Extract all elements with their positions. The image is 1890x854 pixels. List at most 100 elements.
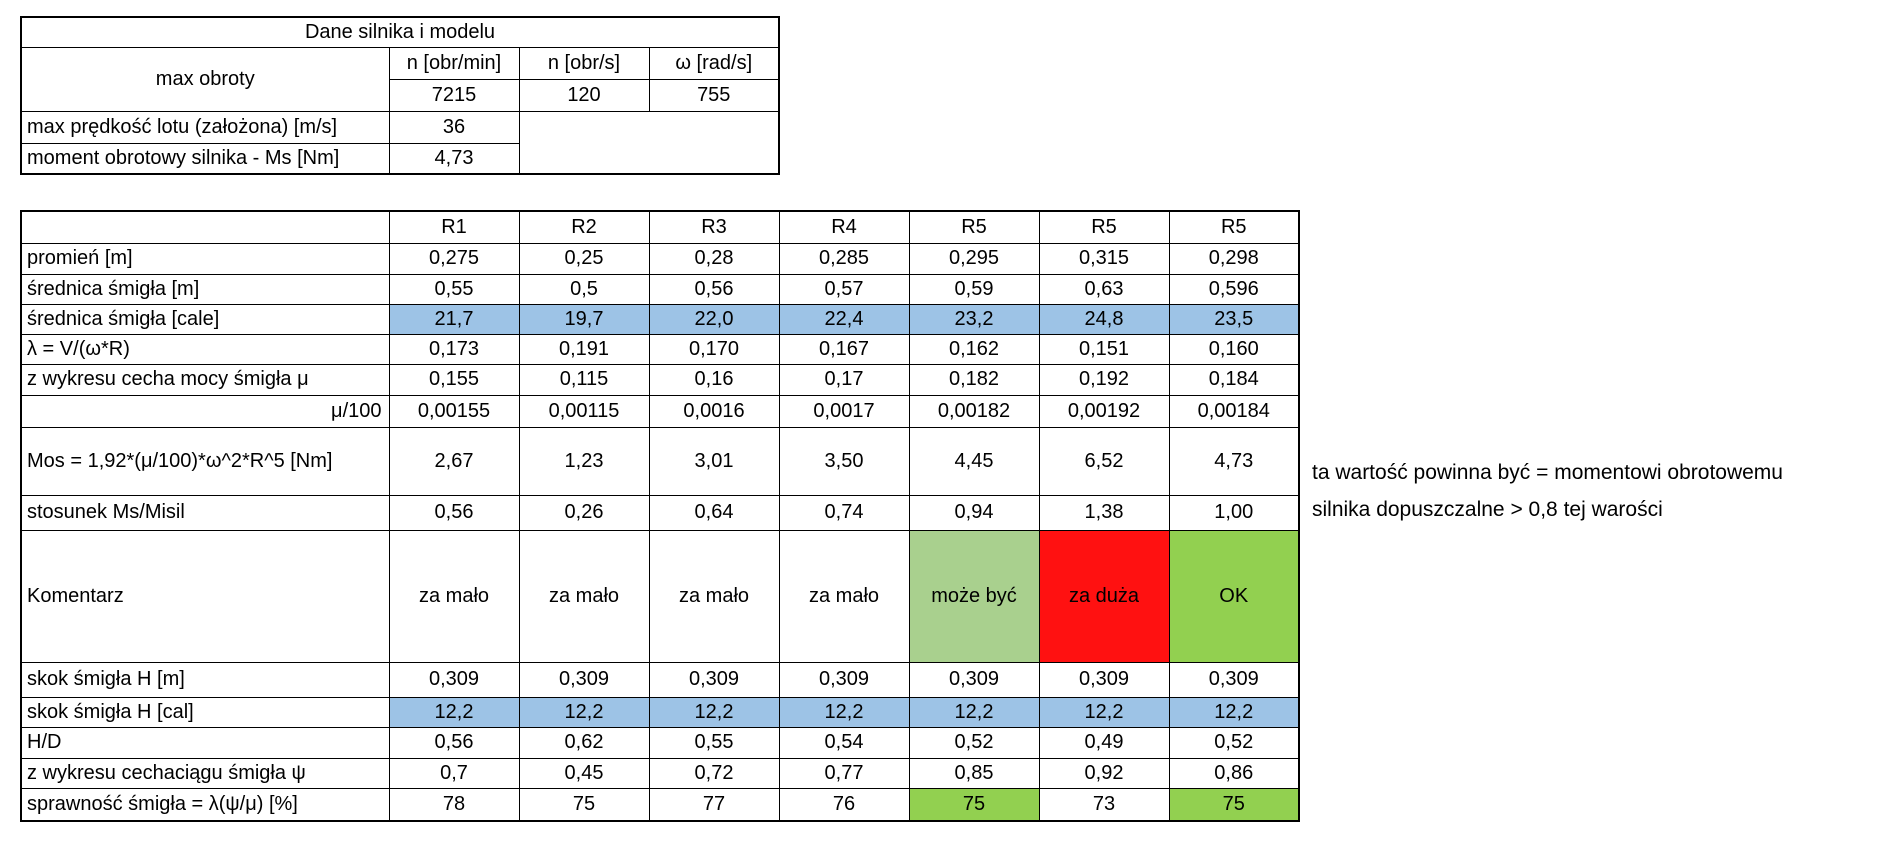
cell[interactable]: 120 xyxy=(518,78,650,112)
cell[interactable]: 0,285 xyxy=(778,242,910,275)
cell[interactable]: 12,2 xyxy=(388,696,520,728)
cell[interactable]: 0,173 xyxy=(388,333,520,365)
status-cell[interactable]: za mało xyxy=(778,529,910,663)
row-label-cecha-mocy[interactable]: z wykresu cecha mocy śmigła μ xyxy=(20,363,390,396)
cell[interactable]: 0,28 xyxy=(648,242,780,275)
cell[interactable]: 0,191 xyxy=(518,333,650,365)
cell[interactable]: 0,160 xyxy=(1168,333,1300,365)
cell[interactable]: 73 xyxy=(1038,787,1170,822)
cell[interactable]: 23,5 xyxy=(1168,303,1300,335)
col-header-r5c[interactable]: R5 xyxy=(1168,210,1300,244)
cell[interactable]: 1,00 xyxy=(1168,494,1300,531)
cell[interactable]: 0,86 xyxy=(1168,757,1300,789)
cell[interactable]: 0,315 xyxy=(1038,242,1170,275)
cell[interactable]: 4,73 xyxy=(388,142,520,175)
cell[interactable]: 0,155 xyxy=(388,363,520,396)
cell[interactable]: 0,5 xyxy=(518,273,650,305)
cell[interactable]: 0,309 xyxy=(908,661,1040,698)
cell[interactable]: 0,596 xyxy=(1168,273,1300,305)
cell[interactable]: 12,2 xyxy=(1168,696,1300,728)
cell[interactable]: 19,7 xyxy=(518,303,650,335)
row-label-srednica-cale[interactable]: średnica śmigła [cale] xyxy=(20,303,390,335)
cell[interactable]: 0,63 xyxy=(1038,273,1170,305)
status-cell[interactable]: za duża xyxy=(1038,529,1170,663)
cell[interactable]: 0,57 xyxy=(778,273,910,305)
cell[interactable]: 0,298 xyxy=(1168,242,1300,275)
row-label-lambda[interactable]: λ = V/(ω*R) xyxy=(20,333,390,365)
cell[interactable]: 0,00192 xyxy=(1038,394,1170,428)
row-label-max-predkosc[interactable]: max prędkość lotu (założona) [m/s] xyxy=(20,110,390,144)
cell[interactable]: 76 xyxy=(778,787,910,822)
cell[interactable]: 12,2 xyxy=(648,696,780,728)
cell[interactable]: 0,182 xyxy=(908,363,1040,396)
cell[interactable]: 7215 xyxy=(388,78,520,112)
cell[interactable]: 4,45 xyxy=(908,426,1040,496)
cell[interactable]: 0,55 xyxy=(388,273,520,305)
row-label-max-obroty[interactable]: max obroty xyxy=(20,46,390,112)
row-label-cecha-ciagu[interactable]: z wykresu cechaciągu śmigła ψ xyxy=(20,757,390,789)
row-label-moment-obrotowy[interactable]: moment obrotowy silnika - Ms [Nm] xyxy=(20,142,390,175)
cell[interactable]: 0,56 xyxy=(648,273,780,305)
cell[interactable]: 75 xyxy=(908,787,1040,822)
cell[interactable]: 75 xyxy=(1168,787,1300,822)
cell[interactable]: 0,151 xyxy=(1038,333,1170,365)
cell[interactable]: 3,01 xyxy=(648,426,780,496)
row-label-sprawnosc[interactable]: sprawność śmigła = λ(ψ/μ) [%] xyxy=(20,787,390,822)
cell[interactable]: 0,26 xyxy=(518,494,650,531)
cell[interactable]: 0,0017 xyxy=(778,394,910,428)
cell[interactable]: 75 xyxy=(518,787,650,822)
cell[interactable]: 0,170 xyxy=(648,333,780,365)
cell[interactable]: 6,52 xyxy=(1038,426,1170,496)
cell[interactable]: 0,309 xyxy=(1168,661,1300,698)
cell[interactable]: 0,17 xyxy=(778,363,910,396)
cell[interactable]: 0,92 xyxy=(1038,757,1170,789)
cell[interactable]: 0,295 xyxy=(908,242,1040,275)
cell[interactable]: 0,85 xyxy=(908,757,1040,789)
row-label-h-d[interactable]: H/D xyxy=(20,726,390,759)
col-header-r2[interactable]: R2 xyxy=(518,210,650,244)
cell[interactable]: 23,2 xyxy=(908,303,1040,335)
cell[interactable]: 0,54 xyxy=(778,726,910,759)
status-cell[interactable]: OK xyxy=(1168,529,1300,663)
cell[interactable]: 3,50 xyxy=(778,426,910,496)
col-header-r5a[interactable]: R5 xyxy=(908,210,1040,244)
cell[interactable]: 0,184 xyxy=(1168,363,1300,396)
row-label-skok-cal[interactable]: skok śmigła H [cal] xyxy=(20,696,390,728)
cell[interactable]: 24,8 xyxy=(1038,303,1170,335)
cell[interactable]: 0,00155 xyxy=(388,394,520,428)
cell[interactable]: 0,309 xyxy=(1038,661,1170,698)
row-label-mos[interactable]: Mos = 1,92*(μ/100)*ω^2*R^5 [Nm] xyxy=(20,426,390,496)
row-label-stosunek[interactable]: stosunek Ms/Misil xyxy=(20,494,390,531)
cell[interactable]: 12,2 xyxy=(1038,696,1170,728)
row-label-komentarz[interactable]: Komentarz xyxy=(20,529,390,663)
col-header-r5b[interactable]: R5 xyxy=(1038,210,1170,244)
cell[interactable]: 0,94 xyxy=(908,494,1040,531)
cell[interactable]: 22,4 xyxy=(778,303,910,335)
cell[interactable]: 0,00115 xyxy=(518,394,650,428)
cell[interactable]: 0,45 xyxy=(518,757,650,789)
cell[interactable]: 0,77 xyxy=(778,757,910,789)
cell[interactable]: 0,49 xyxy=(1038,726,1170,759)
cell[interactable]: 4,73 xyxy=(1168,426,1300,496)
cell[interactable]: 0,52 xyxy=(1168,726,1300,759)
cell[interactable]: 0,52 xyxy=(908,726,1040,759)
cell[interactable]: 0,00182 xyxy=(908,394,1040,428)
status-cell[interactable]: może być xyxy=(908,529,1040,663)
cell[interactable]: 0,192 xyxy=(1038,363,1170,396)
cell[interactable]: 0,25 xyxy=(518,242,650,275)
col-header-n-obr-s[interactable]: n [obr/s] xyxy=(518,46,650,80)
status-cell[interactable]: za mało xyxy=(648,529,780,663)
cell[interactable]: 78 xyxy=(388,787,520,822)
cell[interactable]: 0,0016 xyxy=(648,394,780,428)
status-cell[interactable]: za mało xyxy=(518,529,650,663)
cell[interactable]: 77 xyxy=(648,787,780,822)
col-header-r3[interactable]: R3 xyxy=(648,210,780,244)
cell[interactable]: 12,2 xyxy=(778,696,910,728)
col-header-omega-rad-s[interactable]: ω [rad/s] xyxy=(648,46,780,80)
cell[interactable]: 21,7 xyxy=(388,303,520,335)
cell[interactable]: 0,00184 xyxy=(1168,394,1300,428)
cell[interactable]: 0,56 xyxy=(388,494,520,531)
col-header-n-obr-min[interactable]: n [obr/min] xyxy=(388,46,520,80)
cell[interactable]: 0,162 xyxy=(908,333,1040,365)
cell[interactable]: 12,2 xyxy=(518,696,650,728)
